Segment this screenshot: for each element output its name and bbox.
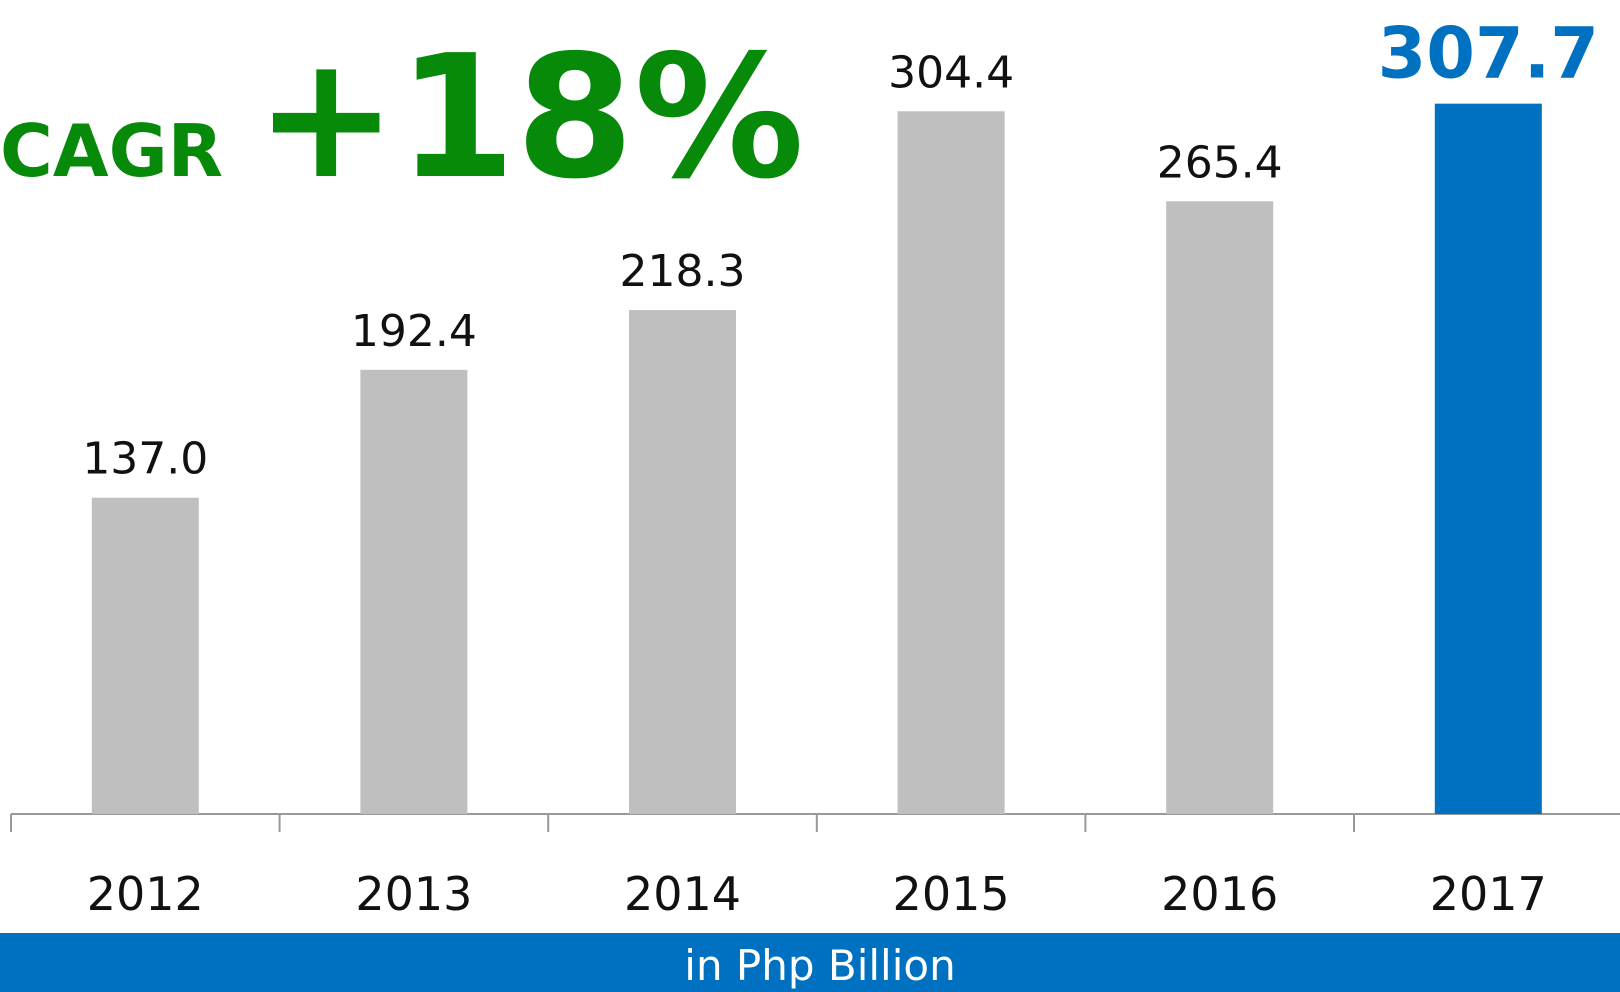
x-tick-label: 2016 [1161,867,1278,921]
footer-band [0,933,1620,992]
x-tick-label: 2012 [87,867,204,921]
bar [91,497,199,814]
cagr-label: CAGR [0,109,223,193]
x-tick-label: 2017 [1430,867,1547,921]
bar [629,310,736,814]
cagr-value: +18% [255,19,804,217]
bar [360,369,468,814]
value-label: 307.7 [1378,13,1599,95]
bar [1166,201,1274,814]
x-tick-label: 2013 [355,867,472,921]
x-tick-label: 2014 [624,867,741,921]
bar [897,111,1005,814]
bar [1434,103,1542,814]
x-tick-label: 2015 [893,867,1010,921]
value-label: 137.0 [82,434,208,485]
value-label: 192.4 [351,306,477,357]
value-label: 304.4 [888,47,1014,98]
value-label: 265.4 [1157,137,1283,188]
value-label: 218.3 [620,246,746,297]
footer-text: in Php Billion [684,941,955,990]
